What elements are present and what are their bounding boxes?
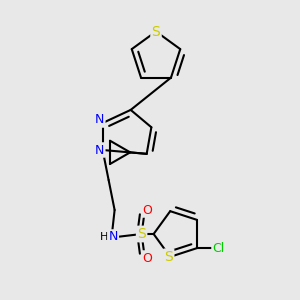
Text: S: S xyxy=(152,25,160,38)
Text: N: N xyxy=(95,143,104,157)
Text: H: H xyxy=(100,232,108,242)
Text: O: O xyxy=(143,251,153,265)
Text: Cl: Cl xyxy=(212,242,225,255)
Text: O: O xyxy=(143,203,153,217)
Text: S: S xyxy=(137,227,146,241)
Text: N: N xyxy=(95,113,104,127)
Text: S: S xyxy=(164,250,173,264)
Text: N: N xyxy=(108,230,118,244)
